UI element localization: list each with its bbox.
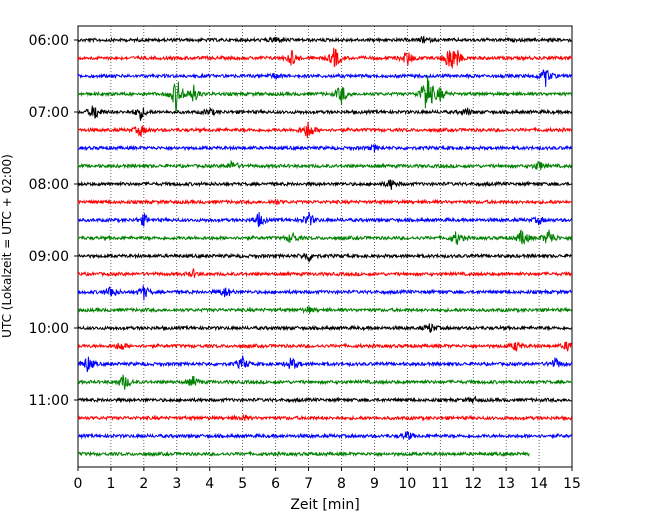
trace-0815 — [77, 198, 573, 206]
y-axis: 06:00 07:00 08:00 09:00 10:00 11:00 — [29, 33, 78, 409]
trace-0845 — [77, 229, 573, 246]
x-tick-label: 8 — [337, 476, 346, 492]
trace-1145 — [77, 450, 530, 458]
trace-0745 — [77, 159, 573, 171]
trace-1130 — [77, 431, 573, 441]
x-tick-label: 9 — [370, 476, 379, 492]
x-tick-label: 6 — [271, 476, 280, 492]
x-axis: 0 1 2 3 4 5 6 7 8 9 10 11 12 13 14 15 — [74, 467, 581, 492]
trace-0915 — [77, 267, 572, 278]
trace-0630 — [77, 69, 573, 87]
trace-0800 — [77, 179, 573, 190]
x-tick-label: 15 — [563, 476, 581, 492]
x-tick-label: 13 — [497, 476, 515, 492]
trace-0830 — [77, 211, 573, 227]
x-tick-label: 1 — [106, 476, 115, 492]
x-tick-label: 14 — [530, 476, 548, 492]
x-tick-label: 10 — [398, 476, 416, 492]
trace-1115 — [77, 414, 573, 422]
y-tick-label: 08:00 — [29, 177, 69, 193]
trace-0700 — [77, 105, 573, 121]
trace-0600 — [77, 35, 573, 44]
plot-frame — [77, 25, 573, 468]
trace-0945 — [77, 306, 573, 315]
y-tick-label: 11:00 — [29, 393, 69, 409]
x-tick-label: 2 — [139, 476, 148, 492]
y-tick-label: 10:00 — [29, 321, 69, 337]
trace-0645 — [77, 75, 573, 112]
trace-1100 — [77, 395, 573, 404]
trace-1015 — [77, 341, 573, 352]
x-tick-label: 11 — [431, 476, 449, 492]
x-tick-label: 7 — [304, 476, 313, 492]
trace-0615 — [77, 47, 573, 69]
trace-0730 — [77, 143, 573, 153]
trace-1030 — [77, 355, 573, 373]
trace-0900 — [77, 252, 573, 263]
x-axis-label: Zeit [min] — [290, 497, 359, 513]
x-tick-label: 5 — [238, 476, 247, 492]
y-axis-label: UTC (Lokalzeit = UTC + 02:00) — [0, 154, 14, 338]
y-tick-label: 07:00 — [29, 105, 69, 121]
y-tick-label: 09:00 — [29, 249, 69, 265]
trace-1045 — [77, 374, 573, 390]
x-tick-label: 3 — [172, 476, 181, 492]
x-tick-label: 4 — [205, 476, 214, 492]
trace-0715 — [77, 121, 572, 139]
trace-0930 — [77, 285, 573, 301]
x-tick-label: 12 — [464, 476, 482, 492]
trace-1000 — [77, 323, 573, 333]
y-tick-label: 06:00 — [29, 33, 69, 49]
x-tick-label: 0 — [74, 476, 83, 492]
trace-group — [77, 35, 573, 458]
